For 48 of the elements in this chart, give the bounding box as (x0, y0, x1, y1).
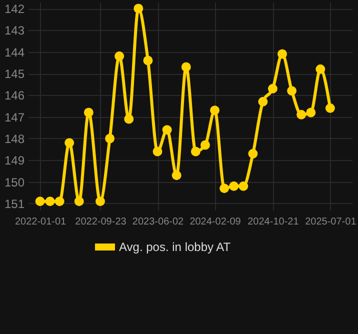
y-tick-label: 146 (4, 88, 25, 103)
point (278, 49, 287, 59)
point (248, 148, 258, 158)
point (172, 170, 182, 180)
x-tick-label: 2025-07-01 (305, 216, 357, 228)
point (152, 146, 162, 156)
point (143, 56, 153, 66)
y-tick-label: 143 (4, 24, 25, 38)
y-tick-label: 149 (4, 154, 25, 168)
point (84, 108, 94, 118)
point (238, 181, 248, 191)
point (134, 4, 144, 14)
point (200, 140, 210, 150)
point (96, 196, 105, 206)
point (316, 64, 326, 74)
x-tick-label: 2023-06-02 (132, 216, 184, 228)
point (306, 108, 316, 118)
y-tick-label: 147 (4, 110, 25, 124)
point (210, 106, 220, 116)
point (54, 196, 64, 206)
point (181, 62, 191, 72)
point (162, 125, 172, 135)
point (325, 103, 335, 113)
point (74, 196, 84, 206)
point (124, 114, 134, 124)
x-tick-label: 2022-01-01 (14, 216, 67, 228)
y-tick-label: 150 (4, 175, 25, 190)
point (268, 84, 278, 94)
point (229, 181, 239, 191)
y-tick-label: 148 (4, 132, 25, 146)
point (45, 196, 55, 206)
point (220, 184, 230, 194)
y-tick-label: 144 (4, 45, 25, 60)
y-tick-label: 151 (4, 197, 25, 211)
x-tick-label: 2024-02-09 (190, 216, 242, 228)
point (190, 146, 200, 156)
y-tick-label: 142 (4, 2, 25, 16)
point (64, 138, 74, 148)
x-tick-label: 2022-09-23 (75, 216, 127, 228)
point (105, 134, 115, 144)
legend-label: Avg. pos. in lobby AT (119, 240, 232, 254)
point (258, 96, 268, 106)
x-tick-label: 2024-10-21 (248, 216, 300, 228)
y-tick-label: 145 (4, 67, 25, 81)
point (296, 110, 306, 120)
point (114, 51, 124, 61)
point (35, 196, 45, 206)
point (287, 86, 297, 96)
